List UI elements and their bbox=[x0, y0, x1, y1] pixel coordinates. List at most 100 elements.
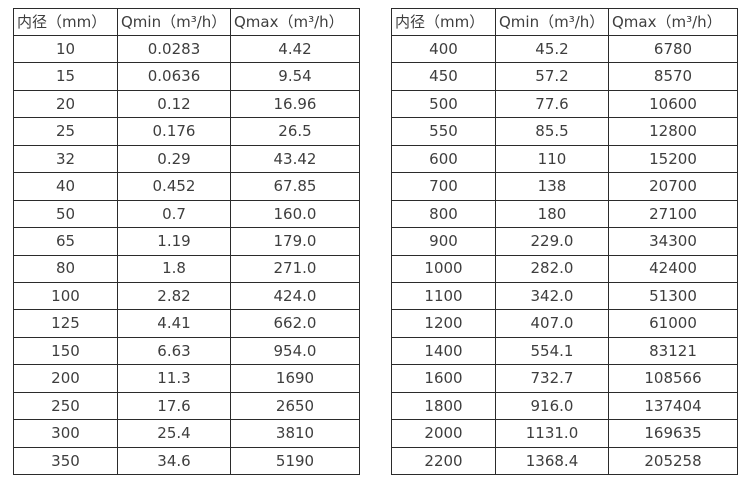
table-cell: 160.0 bbox=[230, 199, 360, 229]
table-cell: 3810 bbox=[230, 419, 360, 448]
table-cell: 137404 bbox=[608, 391, 738, 421]
table-header-row: 内径（mm） Qmin（m³/h） Qmax（m³/h） bbox=[13, 8, 360, 36]
table-cell: 169635 bbox=[608, 419, 738, 448]
table-cell: 1800 bbox=[391, 391, 496, 421]
header-qmin: Qmin（m³/h） bbox=[495, 8, 609, 36]
table-cell: 10600 bbox=[608, 89, 738, 119]
flow-table-large-diameters: 内径（mm） Qmin（m³/h） Qmax（m³/h） 400 45.2 6780… bbox=[391, 8, 738, 476]
table-cell: 2200 bbox=[391, 446, 496, 476]
table-cell: 1600 bbox=[391, 364, 496, 393]
table-cell: 229.0 bbox=[495, 227, 609, 256]
table-cell: 179.0 bbox=[230, 227, 360, 256]
table-cell: 2000 bbox=[391, 419, 496, 448]
table-row: 80 1.8 271.0 bbox=[13, 254, 360, 283]
table-row: 800 180 27100 bbox=[391, 199, 738, 229]
table-cell: 27100 bbox=[608, 199, 738, 229]
table-cell: 250 bbox=[13, 391, 118, 421]
table-cell: 20700 bbox=[608, 172, 738, 201]
table-cell: 0.12 bbox=[117, 89, 231, 119]
table-row: 500 77.6 10600 bbox=[391, 89, 738, 119]
table-cell: 26.5 bbox=[230, 117, 360, 146]
table-row: 25 0.176 26.5 bbox=[13, 117, 360, 146]
table-cell: 954.0 bbox=[230, 336, 360, 366]
table-cell: 1200 bbox=[391, 309, 496, 338]
table-cell: 10 bbox=[13, 34, 118, 64]
table-cell: 800 bbox=[391, 199, 496, 229]
table-cell: 16.96 bbox=[230, 89, 360, 119]
table-row: 100 2.82 424.0 bbox=[13, 281, 360, 311]
table-cell: 5190 bbox=[230, 446, 360, 476]
table-cell: 12800 bbox=[608, 117, 738, 146]
table-cell: 110 bbox=[495, 144, 609, 174]
table-cell: 6.63 bbox=[117, 336, 231, 366]
table-cell: 0.29 bbox=[117, 144, 231, 174]
table-cell: 8570 bbox=[608, 62, 738, 91]
table-cell: 0.452 bbox=[117, 172, 231, 201]
table-cell: 662.0 bbox=[230, 309, 360, 338]
table-cell: 1368.4 bbox=[495, 446, 609, 476]
table-cell: 11.3 bbox=[117, 364, 231, 393]
table-body: 400 45.2 6780 450 57.2 8570 500 77.6 10600 550 85.… bbox=[391, 34, 738, 476]
table-cell: 34300 bbox=[608, 227, 738, 256]
table-row: 1800 916.0 137404 bbox=[391, 391, 738, 421]
table-row: 250 17.6 2650 bbox=[13, 391, 360, 421]
table-cell: 61000 bbox=[608, 309, 738, 338]
table-cell: 25 bbox=[13, 117, 118, 146]
table-cell: 125 bbox=[13, 309, 118, 338]
table-row: 150 6.63 954.0 bbox=[13, 336, 360, 366]
table-cell: 1400 bbox=[391, 336, 496, 366]
table-cell: 2650 bbox=[230, 391, 360, 421]
header-qmin: Qmin（m³/h） bbox=[117, 8, 231, 36]
table-cell: 400 bbox=[391, 34, 496, 64]
table-cell: 0.0283 bbox=[117, 34, 231, 64]
table-cell: 350 bbox=[13, 446, 118, 476]
table-cell: 50 bbox=[13, 199, 118, 229]
table-cell: 42400 bbox=[608, 254, 738, 283]
table-row: 125 4.41 662.0 bbox=[13, 309, 360, 338]
table-cell: 2.82 bbox=[117, 281, 231, 311]
table-row: 65 1.19 179.0 bbox=[13, 227, 360, 256]
table-cell: 15 bbox=[13, 62, 118, 91]
table-cell: 1690 bbox=[230, 364, 360, 393]
table-cell: 1000 bbox=[391, 254, 496, 283]
table-cell: 40 bbox=[13, 172, 118, 201]
table-row: 10 0.0283 4.42 bbox=[13, 34, 360, 64]
table-row: 200 11.3 1690 bbox=[13, 364, 360, 393]
table-row: 50 0.7 160.0 bbox=[13, 199, 360, 229]
table-cell: 138 bbox=[495, 172, 609, 201]
table-cell: 17.6 bbox=[117, 391, 231, 421]
table-cell: 550 bbox=[391, 117, 496, 146]
table-row: 450 57.2 8570 bbox=[391, 62, 738, 91]
header-inner-diameter: 内径（mm） bbox=[13, 8, 118, 36]
table-cell: 9.54 bbox=[230, 62, 360, 91]
table-row: 15 0.0636 9.54 bbox=[13, 62, 360, 91]
flow-table-small-diameters: 内径（mm） Qmin（m³/h） Qmax（m³/h） 10 0.0283 4.4… bbox=[13, 8, 360, 476]
table-row: 900 229.0 34300 bbox=[391, 227, 738, 256]
table-cell: 900 bbox=[391, 227, 496, 256]
table-row: 400 45.2 6780 bbox=[391, 34, 738, 64]
table-header-row: 内径（mm） Qmin（m³/h） Qmax（m³/h） bbox=[391, 8, 738, 36]
table-row: 40 0.452 67.85 bbox=[13, 172, 360, 201]
table-cell: 1131.0 bbox=[495, 419, 609, 448]
table-cell: 0.7 bbox=[117, 199, 231, 229]
table-cell: 4.42 bbox=[230, 34, 360, 64]
header-qmax: Qmax（m³/h） bbox=[608, 8, 738, 36]
table-cell: 205258 bbox=[608, 446, 738, 476]
table-cell: 77.6 bbox=[495, 89, 609, 119]
table-cell: 271.0 bbox=[230, 254, 360, 283]
table-cell: 200 bbox=[13, 364, 118, 393]
table-cell: 0.176 bbox=[117, 117, 231, 146]
table-cell: 1.19 bbox=[117, 227, 231, 256]
table-cell: 554.1 bbox=[495, 336, 609, 366]
table-cell: 300 bbox=[13, 419, 118, 448]
table-cell: 25.4 bbox=[117, 419, 231, 448]
table-row: 20 0.12 16.96 bbox=[13, 89, 360, 119]
table-cell: 1100 bbox=[391, 281, 496, 311]
table-cell: 282.0 bbox=[495, 254, 609, 283]
table-cell: 32 bbox=[13, 144, 118, 174]
table-cell: 342.0 bbox=[495, 281, 609, 311]
table-cell: 424.0 bbox=[230, 281, 360, 311]
table-cell: 407.0 bbox=[495, 309, 609, 338]
table-cell: 67.85 bbox=[230, 172, 360, 201]
table-cell: 0.0636 bbox=[117, 62, 231, 91]
